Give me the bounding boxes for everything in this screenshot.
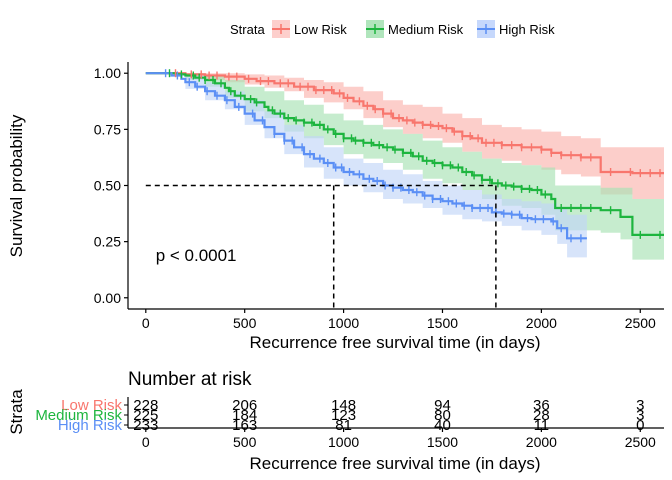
risk-cell-2-1: 163: [232, 417, 257, 434]
survival-plot: 0.00 0.25 0.50 0.75 1.00 0 500 1000 1500 2000 2500…: [7, 62, 665, 352]
p-value-annotation: p < 0.0001: [156, 246, 237, 265]
confidence-band-1: [145, 73, 665, 260]
risk-x-tick-label-2: 1000: [328, 434, 359, 450]
legend-label-2: High Risk: [499, 22, 555, 37]
risk-row-label-1: Medium Risk: [35, 407, 122, 424]
survival-curves: [145, 72, 664, 240]
confidence-bands: [145, 73, 665, 260]
risk-cell-1-2: 123: [331, 407, 356, 424]
risk-table-title: Number at risk: [128, 369, 252, 390]
risk-x-tick-label-3: 1500: [427, 434, 458, 450]
main-y-tick-label-0: 0.00: [94, 290, 121, 306]
main-y-tick-label-1: 0.25: [94, 234, 121, 250]
risk-cell-2-2: 81: [335, 417, 352, 434]
legend-label-0: Low Risk: [294, 22, 347, 37]
risk-cell-1-4: 28: [533, 407, 550, 424]
risk-cell-0-3: 94: [434, 397, 451, 414]
risk-cell-1-0: 225: [133, 407, 158, 424]
risk-cell-2-3: 40: [434, 417, 451, 434]
risk-row-label-0: Low Risk: [61, 397, 122, 414]
median-lines: [145, 184, 497, 309]
survival-curve-0: [145, 72, 664, 175]
risk-x-tick-label-1: 500: [233, 434, 257, 450]
main-axes: 0.00 0.25 0.50 0.75 1.00 0 500 1000 1500 2000 2500: [94, 62, 664, 331]
main-x-axis-title: Recurrence free survival time (in days): [250, 333, 541, 352]
confidence-band-2: [145, 73, 587, 258]
main-x-tick-label-1: 500: [233, 315, 257, 331]
risk-cell-0-2: 148: [331, 397, 356, 414]
risk-table-y-axis-title: Strata: [7, 389, 26, 435]
main-x-tick-label-2: 1000: [328, 315, 359, 331]
main-y-axis-title: Survival probability: [7, 114, 26, 257]
survival-curve-2: [145, 72, 587, 240]
legend-label-1: Medium Risk: [388, 22, 464, 37]
survival-curve-1: [145, 72, 664, 236]
risk-cell-0-1: 206: [232, 397, 257, 414]
risk-x-tick-label-4: 2000: [526, 434, 557, 450]
legend-items: Low Risk Medium Risk High Risk: [272, 20, 555, 38]
main-x-tick-label-5: 2500: [625, 315, 656, 331]
main-y-tick-label-4: 1.00: [94, 65, 121, 81]
main-x-tick-label-0: 0: [142, 315, 150, 331]
risk-table: Number at risk Low Risk 228 206 148 94 36 3 Med…: [7, 369, 664, 473]
risk-cell-2-0: 233: [133, 417, 158, 434]
main-y-tick-label-3: 0.75: [94, 121, 121, 137]
risk-row-label-2: High Risk: [58, 417, 123, 434]
risk-cell-0-5: 3: [636, 397, 644, 414]
risk-table-x-axis-title: Recurrence free survival time (in days): [250, 454, 541, 473]
risk-x-tick-label-5: 2500: [625, 434, 656, 450]
legend: Strata Low Risk Medium Risk High Risk: [230, 20, 555, 38]
risk-cell-1-5: 3: [636, 407, 644, 424]
main-x-tick-label-3: 1500: [427, 315, 458, 331]
legend-title: Strata: [230, 22, 265, 37]
risk-cell-0-0: 228: [133, 397, 158, 414]
main-x-tick-label-4: 2000: [526, 315, 557, 331]
risk-cell-2-4: 11: [534, 417, 550, 434]
main-y-tick-label-2: 0.50: [94, 178, 121, 194]
risk-x-tick-label-0: 0: [142, 434, 150, 450]
risk-cell-2-5: 0: [636, 417, 644, 434]
risk-cell-1-1: 184: [232, 407, 257, 424]
confidence-band-0: [145, 73, 665, 199]
risk-cell-1-3: 80: [434, 407, 451, 424]
censor-marks: [164, 69, 661, 243]
risk-cell-0-4: 36: [533, 397, 550, 414]
risk-table-axes: 0 500 1000 1500 2000 2500: [127, 397, 664, 450]
